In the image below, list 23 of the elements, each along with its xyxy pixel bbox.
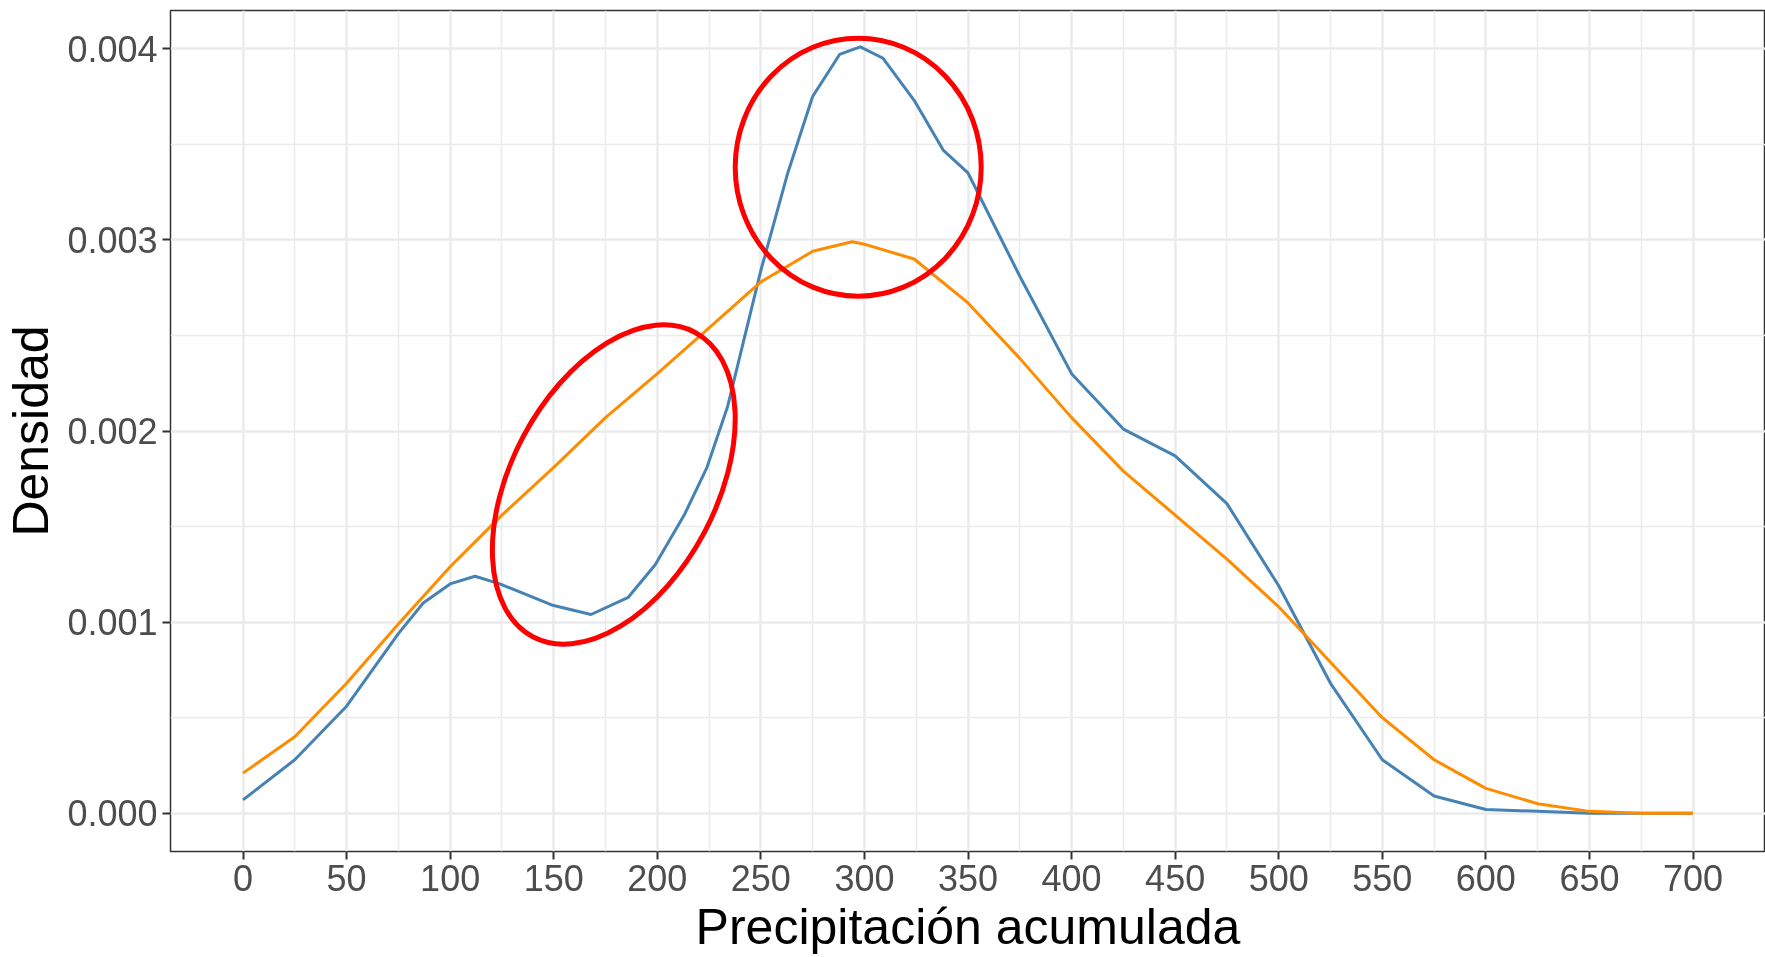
- x-tick-label: 400: [1041, 857, 1102, 899]
- y-tick-label: 0.000: [67, 793, 158, 835]
- x-tick-label: 500: [1248, 857, 1309, 899]
- x-tick-label: 650: [1559, 857, 1620, 899]
- x-tick-label: 0: [232, 857, 254, 899]
- y-tick-label: 0.001: [67, 602, 158, 644]
- x-tick-label: 50: [326, 857, 367, 899]
- y-tick-label: 0.004: [67, 28, 158, 70]
- y-tick-label: 0.002: [67, 411, 158, 452]
- y-axis-title: Densidad: [3, 325, 60, 537]
- x-tick-label: 600: [1455, 857, 1516, 899]
- x-tick-label: 450: [1145, 857, 1206, 899]
- x-tick-label: 200: [627, 857, 688, 899]
- x-tick-label: 100: [420, 857, 481, 899]
- x-tick-label: 150: [523, 857, 584, 899]
- x-tick-label: 550: [1352, 857, 1413, 899]
- x-axis-title: Precipitación acumulada: [695, 898, 1241, 955]
- x-tick-label: 350: [937, 857, 999, 899]
- y-tick-label: 0.003: [67, 219, 158, 261]
- x-tick-label: 250: [730, 857, 791, 899]
- x-tick-label: 300: [834, 857, 895, 899]
- x-tick-label: 700: [1662, 857, 1724, 899]
- line-series: [241, 240, 1695, 815]
